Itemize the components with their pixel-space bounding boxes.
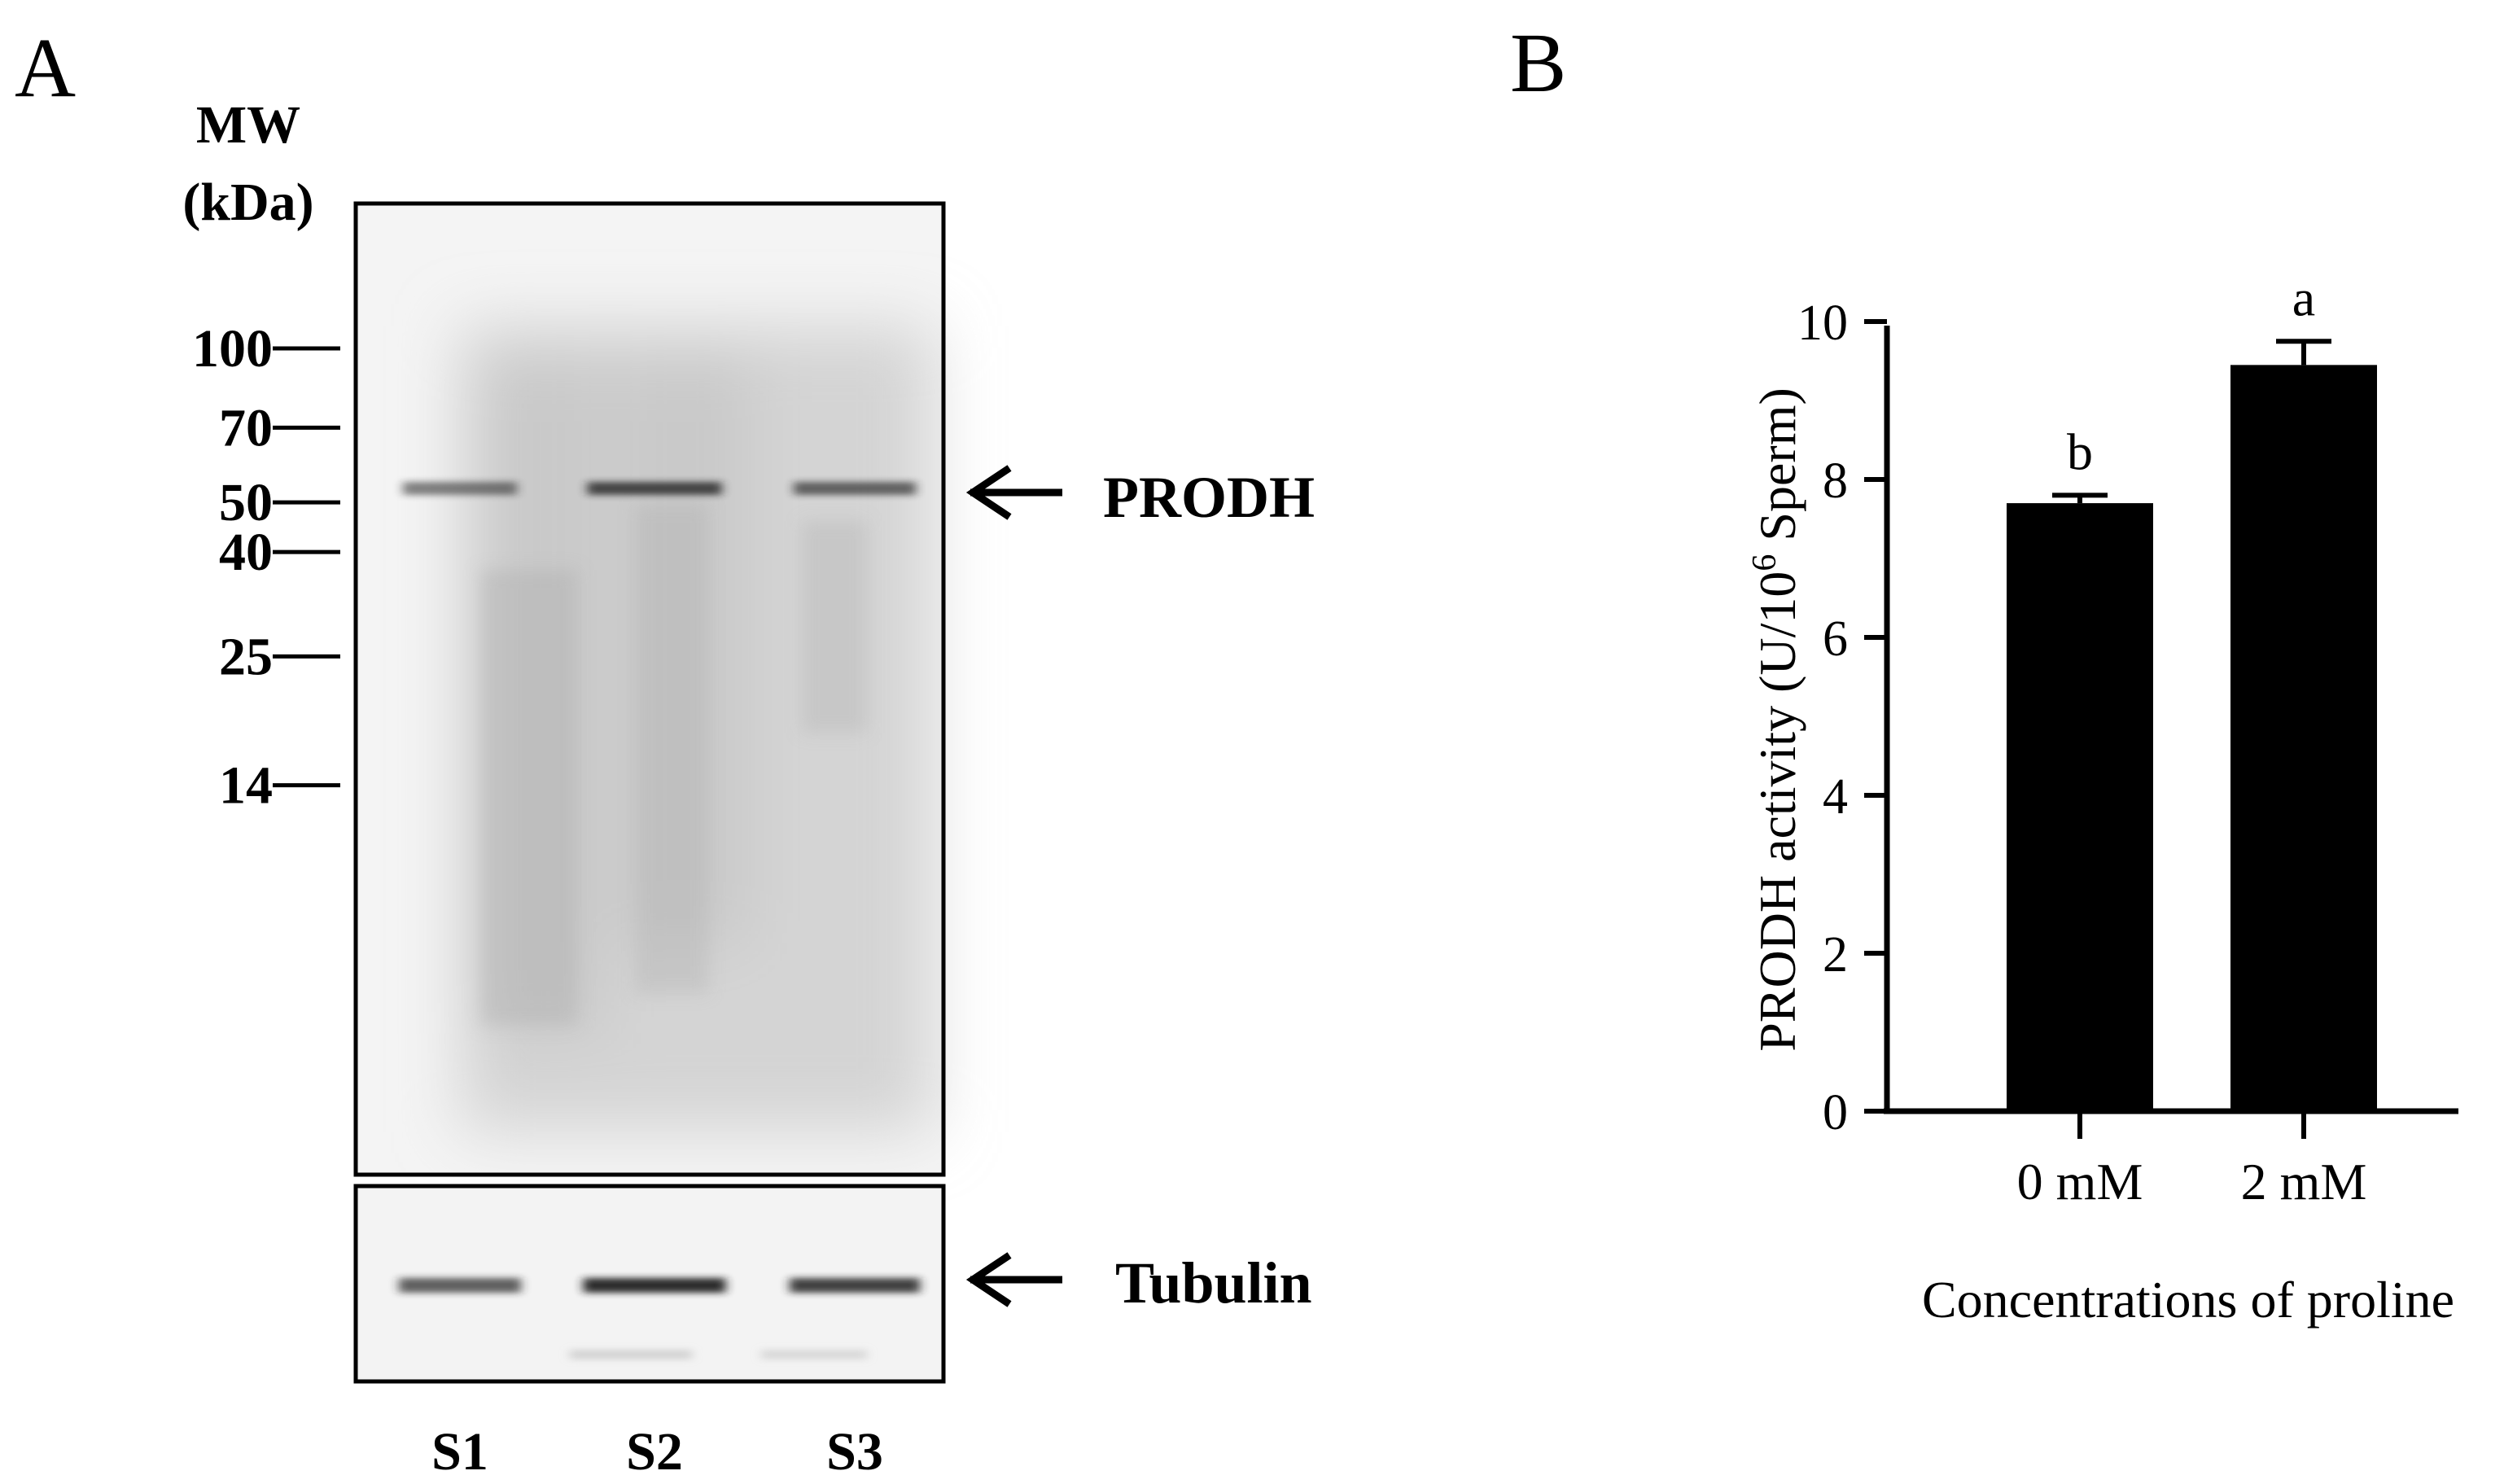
tubulin-band-group	[399, 1278, 920, 1293]
x-tick-label: 0 mM	[2017, 1153, 2143, 1210]
prodh-band	[587, 482, 722, 495]
y-tick-label: 8	[1823, 453, 1848, 509]
mw-marker-label: 50	[219, 473, 273, 532]
prodh-band	[403, 482, 517, 495]
mw-marker-label: 100	[192, 319, 273, 379]
tubulin-blot	[353, 1184, 946, 1384]
y-tick-label: 4	[1823, 769, 1848, 825]
lane-label-group: S1 S2 S3	[431, 1422, 883, 1482]
mw-marker-label: 14	[219, 756, 273, 816]
lane-streaks	[480, 505, 867, 1026]
panel-b-label: B	[1510, 16, 1566, 110]
lane-label: S3	[826, 1422, 883, 1482]
prodh-band-group	[403, 482, 916, 495]
bar-series: ba	[2007, 269, 2377, 1112]
tubulin-band	[399, 1278, 521, 1293]
prodh-blot-frame	[353, 201, 946, 1177]
x-tick-label: 2 mM	[2241, 1153, 2367, 1210]
mw-header-line-1: MW	[196, 95, 300, 155]
mw-header-line-2: (kDa)	[182, 173, 313, 232]
tubulin-blot-frame	[353, 1184, 946, 1384]
prodh-label: PRODH	[1103, 465, 1315, 530]
y-axis-title-prefix: PRODH activity (U/10	[1749, 571, 1806, 1052]
y-tick-label: 6	[1823, 611, 1848, 667]
x-tick-group: 0 mM 2 mM	[2017, 1111, 2367, 1210]
panel-a-label: A	[15, 21, 76, 115]
bar	[2230, 365, 2377, 1112]
tubulin-band	[790, 1278, 920, 1293]
mw-marker-label: 40	[219, 523, 273, 582]
y-axis-title-suffix: Sperm)	[1749, 387, 1806, 554]
tubulin-arrow	[965, 1252, 1062, 1307]
prodh-arrow	[965, 465, 1062, 520]
tubulin-label: Tubulin	[1115, 1250, 1312, 1315]
y-tick-label: 10	[1797, 295, 1848, 351]
lane-label: S1	[431, 1422, 488, 1482]
bar	[2007, 503, 2153, 1111]
lane-label: S2	[626, 1422, 683, 1482]
y-tick-label: 0	[1823, 1085, 1848, 1140]
tubulin-band	[583, 1278, 726, 1293]
significance-letter: a	[2292, 269, 2315, 326]
mw-marker-label: 70	[219, 398, 273, 457]
mw-marker-label: 25	[219, 627, 273, 686]
prodh-band	[794, 482, 916, 495]
y-tick-label: 2	[1823, 927, 1848, 983]
prodh-blot	[353, 201, 946, 1177]
x-axis-title: Concentrations of proline	[1922, 1271, 2454, 1329]
y-tick-group: 0 2 4 6 8 10	[1797, 295, 1887, 1140]
significance-letter: b	[2067, 422, 2093, 480]
tubulin-faint-bands	[570, 1350, 867, 1359]
y-axis-title-superscript: 6	[1746, 554, 1784, 571]
y-axis-title: PRODH activity (U/106 Sperm)	[1746, 387, 1806, 1052]
